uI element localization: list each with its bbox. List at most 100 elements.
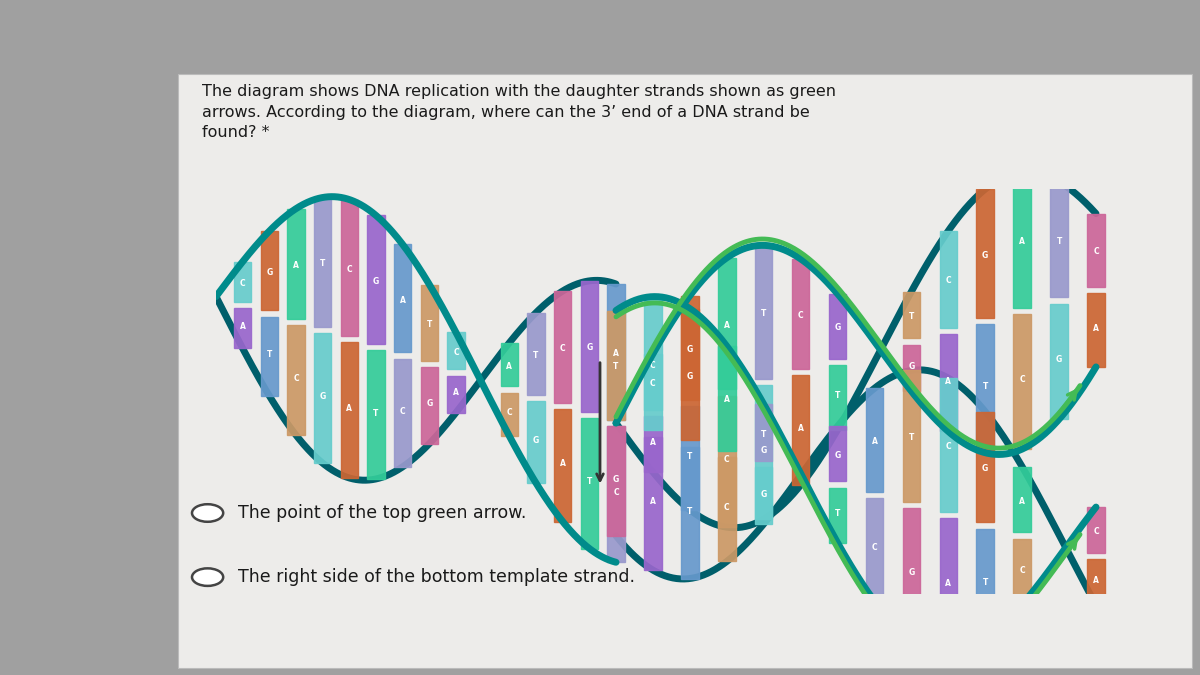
Bar: [902, 508, 920, 639]
Text: G: G: [761, 446, 767, 455]
Bar: [792, 259, 810, 369]
Text: T: T: [587, 477, 592, 486]
Bar: [718, 396, 736, 527]
Bar: [554, 410, 571, 522]
Bar: [977, 412, 994, 522]
Text: T: T: [427, 320, 432, 329]
Text: G: G: [686, 372, 692, 381]
Bar: [977, 189, 994, 318]
Bar: [367, 215, 385, 344]
Text: C: C: [650, 360, 655, 369]
Bar: [644, 416, 661, 472]
Text: A: A: [506, 362, 512, 371]
Bar: [500, 393, 518, 436]
Text: C: C: [1019, 566, 1025, 574]
Text: C: C: [613, 488, 619, 497]
Bar: [682, 406, 698, 510]
Bar: [755, 404, 773, 461]
Bar: [718, 457, 736, 562]
Bar: [682, 296, 698, 400]
Text: The point of the top green arrow.: The point of the top green arrow.: [238, 504, 526, 522]
Bar: [260, 231, 278, 310]
Text: G: G: [587, 344, 593, 352]
Text: T: T: [533, 351, 539, 360]
Bar: [644, 437, 661, 570]
Bar: [718, 346, 736, 451]
Bar: [1087, 507, 1105, 553]
Bar: [500, 343, 518, 386]
Bar: [792, 375, 810, 485]
Text: A: A: [613, 349, 619, 358]
Bar: [829, 487, 846, 543]
Text: G: G: [533, 436, 539, 445]
Text: G: G: [613, 475, 619, 484]
Text: A: A: [798, 424, 804, 433]
Bar: [977, 324, 994, 453]
Text: A: A: [650, 438, 656, 447]
Text: C: C: [1019, 375, 1025, 384]
Text: T: T: [373, 408, 379, 418]
Bar: [420, 285, 438, 361]
Text: C: C: [506, 408, 512, 417]
Text: C: C: [1093, 248, 1099, 256]
Bar: [527, 313, 545, 395]
Text: The diagram shows DNA replication with the daughter strands shown as green
arrow: The diagram shows DNA replication with t…: [202, 84, 835, 140]
Text: A: A: [724, 321, 730, 329]
Text: G: G: [373, 277, 379, 286]
Bar: [420, 367, 438, 443]
Text: A: A: [559, 460, 565, 468]
Text: A: A: [400, 296, 406, 304]
Bar: [682, 308, 698, 440]
Bar: [367, 350, 385, 479]
Bar: [755, 245, 773, 379]
Bar: [448, 333, 464, 369]
Bar: [287, 209, 305, 319]
Bar: [607, 310, 625, 420]
Bar: [755, 467, 773, 524]
Text: T: T: [761, 429, 767, 439]
FancyBboxPatch shape: [178, 74, 1192, 668]
Text: The right side of the bottom template strand.: The right side of the bottom template st…: [238, 568, 635, 586]
Text: T: T: [761, 309, 767, 319]
Bar: [607, 427, 625, 562]
Text: A: A: [946, 377, 952, 386]
Bar: [1087, 213, 1105, 287]
Bar: [902, 292, 920, 338]
Bar: [287, 325, 305, 435]
Text: T: T: [908, 312, 914, 321]
Bar: [341, 200, 358, 335]
Text: G: G: [266, 268, 272, 277]
Text: C: C: [400, 407, 406, 416]
Text: C: C: [724, 456, 730, 464]
Text: T: T: [320, 259, 325, 269]
Text: G: G: [908, 568, 914, 576]
Bar: [1087, 294, 1105, 367]
Text: T: T: [835, 509, 840, 518]
Bar: [829, 365, 846, 430]
Text: G: G: [982, 250, 989, 259]
Text: T: T: [835, 392, 840, 400]
Bar: [940, 334, 958, 431]
Bar: [341, 342, 358, 478]
Bar: [829, 294, 846, 358]
Text: C: C: [946, 442, 952, 451]
Text: A: A: [1019, 237, 1025, 246]
Text: A: A: [240, 322, 246, 331]
Text: A: A: [871, 437, 877, 446]
Bar: [1013, 539, 1031, 605]
Bar: [902, 371, 920, 502]
Bar: [314, 333, 331, 463]
Text: T: T: [908, 433, 914, 442]
Text: C: C: [871, 543, 877, 552]
Bar: [718, 258, 736, 389]
Bar: [940, 231, 958, 328]
Bar: [1087, 559, 1105, 605]
Text: G: G: [319, 392, 325, 401]
Text: C: C: [560, 344, 565, 353]
Text: A: A: [1093, 324, 1099, 333]
Bar: [527, 401, 545, 483]
Text: C: C: [1093, 527, 1099, 536]
Bar: [940, 518, 958, 652]
Bar: [865, 388, 883, 491]
Text: G: G: [426, 400, 432, 408]
